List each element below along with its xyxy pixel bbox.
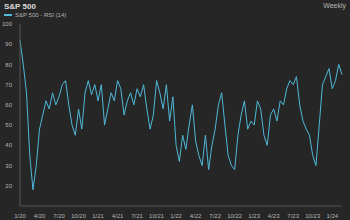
svg-text:10/21: 10/21 (149, 213, 165, 219)
svg-text:10/20: 10/20 (71, 213, 87, 219)
svg-text:10/23: 10/23 (305, 213, 321, 219)
svg-text:7/20: 7/20 (53, 213, 65, 219)
svg-text:1/24: 1/24 (326, 213, 338, 219)
svg-text:30: 30 (8, 163, 13, 169)
svg-text:7/23: 7/23 (287, 213, 299, 219)
svg-text:1/23: 1/23 (248, 213, 260, 219)
svg-text:1/21: 1/21 (92, 213, 104, 219)
svg-text:7/21: 7/21 (131, 213, 143, 219)
svg-text:60: 60 (8, 102, 13, 108)
svg-text:4/22: 4/22 (190, 213, 202, 219)
svg-text:20: 20 (8, 183, 13, 189)
svg-text:4/21: 4/21 (112, 213, 124, 219)
svg-text:4/23: 4/23 (268, 213, 280, 219)
svg-text:7/22: 7/22 (209, 213, 221, 219)
html-text:S&P 500 - RSI (14): S&P 500 - RSI (14) (15, 12, 67, 18)
svg-text:1/22: 1/22 (170, 213, 182, 219)
svg-text:80: 80 (8, 62, 13, 68)
svg-text:4/20: 4/20 (34, 213, 46, 219)
svg-text:70: 70 (8, 82, 13, 88)
svg-text:40: 40 (8, 142, 13, 148)
html-text:S&P 500: S&P 500 (4, 2, 36, 11)
svg-text:100: 100 (8, 21, 13, 27)
svg-text:90: 90 (8, 41, 13, 47)
svg-text:50: 50 (8, 122, 13, 128)
svg-text:1/20: 1/20 (14, 213, 26, 219)
svg-text:10/22: 10/22 (227, 213, 243, 219)
html-text:Weekly: Weekly (323, 2, 346, 9)
